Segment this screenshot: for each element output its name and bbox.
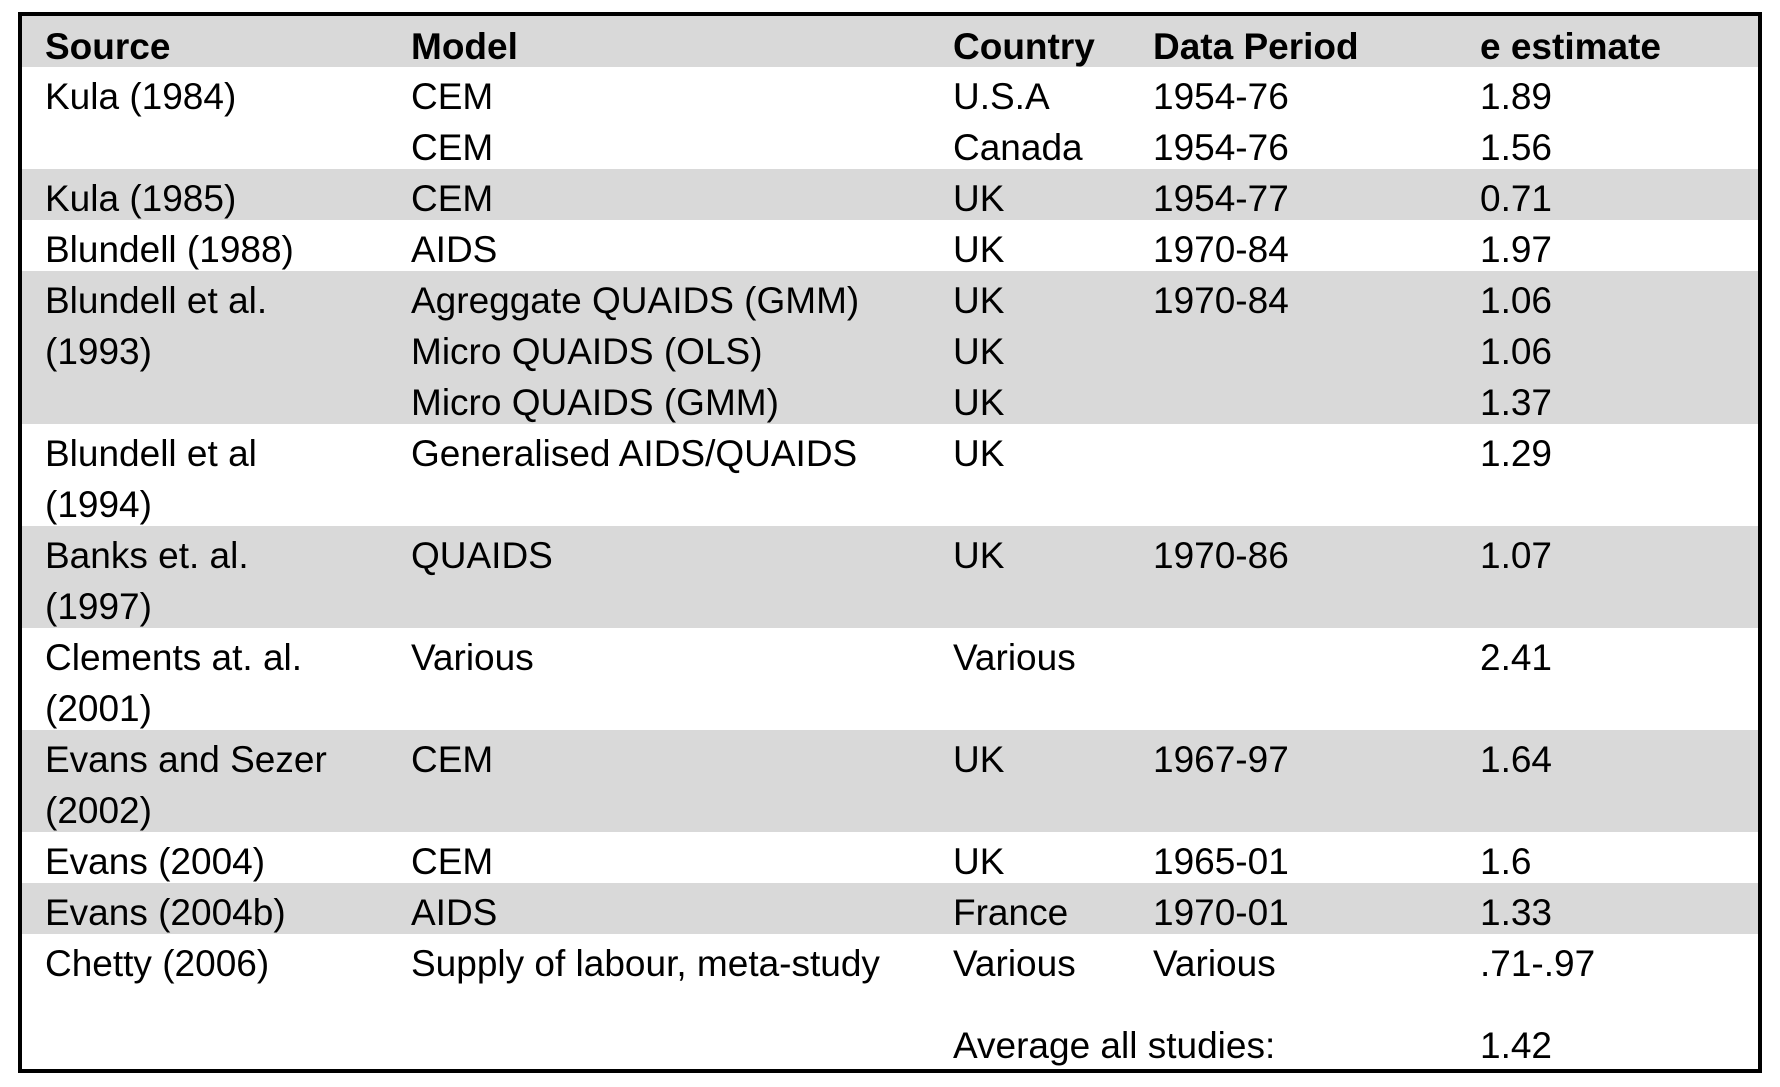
e-estimate-cell: 0.71 (1480, 178, 1553, 219)
source-cell: Kula (1984) (45, 76, 237, 117)
e-estimate-cell: 1.64 (1480, 739, 1553, 780)
model-cell: CEM (411, 841, 494, 882)
model-cell: AIDS (411, 229, 498, 270)
model-cell: Agreggate QUAIDS (GMM) (411, 280, 860, 321)
shaded-band (22, 16, 1758, 67)
source-cell: Clements at. al. (45, 637, 303, 678)
country-cell: France (953, 892, 1069, 933)
source-cell: (2002) (45, 790, 152, 831)
shaded-band (22, 271, 1758, 424)
e-estimate-cell: 1.37 (1480, 382, 1553, 423)
source-cell: Banks et. al. (45, 535, 249, 576)
data-period-cell: 1954-77 (1153, 178, 1289, 219)
country-cell: UK (953, 535, 1005, 576)
model-cell: Micro QUAIDS (OLS) (411, 331, 763, 372)
model-cell: CEM (411, 178, 494, 219)
country-cell: U.S.A (953, 76, 1050, 117)
data-period-cell: 1970-84 (1153, 229, 1289, 270)
source-cell: Evans and Sezer (45, 739, 327, 780)
e-estimate-cell: 1.56 (1480, 127, 1553, 168)
source-cell: Blundell (1988) (45, 229, 294, 270)
e-estimate-cell: 1.89 (1480, 76, 1553, 117)
shaded-band (22, 169, 1758, 220)
e-estimate-cell: 2.41 (1480, 637, 1553, 678)
source-cell: (1993) (45, 331, 152, 372)
country-cell: UK (953, 739, 1005, 780)
country-cell: UK (953, 331, 1005, 372)
source-cell: (2001) (45, 688, 152, 729)
country-cell: UK (953, 178, 1005, 219)
e-estimate-cell: 1.97 (1480, 229, 1553, 270)
data-period-cell: 1954-76 (1153, 127, 1289, 168)
shaded-band (22, 526, 1758, 628)
e-estimate-cell: 1.07 (1480, 535, 1553, 576)
shaded-band (22, 883, 1758, 934)
source-cell: Kula (1985) (45, 178, 237, 219)
country-cell: Various (953, 637, 1076, 678)
data-period-cell: 1965-01 (1153, 841, 1289, 882)
e-estimate-cell: 1.06 (1480, 280, 1553, 321)
country-cell: UK (953, 433, 1005, 474)
average-label: Average all studies: (953, 1025, 1276, 1066)
header-e-estimate: e estimate (1480, 26, 1661, 67)
model-cell: CEM (411, 739, 494, 780)
estimates-table: Source Model Country Data Period e estim… (18, 12, 1762, 1073)
model-cell: Generalised AIDS/QUAIDS (411, 433, 858, 474)
header-source: Source (45, 26, 171, 67)
e-estimate-cell: 1.6 (1480, 841, 1532, 882)
model-cell: QUAIDS (411, 535, 553, 576)
model-cell: CEM (411, 127, 494, 168)
data-period-cell: Various (1153, 943, 1276, 984)
data-period-cell: 1967-97 (1153, 739, 1289, 780)
country-cell: UK (953, 280, 1005, 321)
e-estimate-cell: .71-.97 (1480, 943, 1596, 984)
header-model: Model (411, 26, 518, 67)
country-cell: UK (953, 229, 1005, 270)
model-cell: CEM (411, 76, 494, 117)
data-period-cell: 1970-84 (1153, 280, 1289, 321)
e-estimate-cell: 1.06 (1480, 331, 1553, 372)
country-cell: UK (953, 382, 1005, 423)
country-cell: UK (953, 841, 1005, 882)
header-country: Country (953, 26, 1095, 67)
e-estimate-cell: 1.33 (1480, 892, 1553, 933)
country-cell: Canada (953, 127, 1083, 168)
country-cell: Various (953, 943, 1076, 984)
data-period-cell: 1954-76 (1153, 76, 1289, 117)
source-cell: (1997) (45, 586, 152, 627)
data-period-cell: 1970-01 (1153, 892, 1289, 933)
source-cell: Chetty (2006) (45, 943, 270, 984)
model-cell: Micro QUAIDS (GMM) (411, 382, 779, 423)
source-cell: Evans (2004b) (45, 892, 286, 933)
source-cell: Evans (2004) (45, 841, 266, 882)
source-cell: (1994) (45, 484, 152, 525)
source-cell: Blundell et al (45, 433, 257, 474)
average-value: 1.42 (1480, 1025, 1553, 1066)
model-cell: Various (411, 637, 534, 678)
model-cell: AIDS (411, 892, 498, 933)
data-period-cell: 1970-86 (1153, 535, 1289, 576)
model-cell: Supply of labour, meta-study (411, 943, 880, 984)
header-data-period: Data Period (1153, 26, 1359, 67)
source-cell: Blundell et al. (45, 280, 268, 321)
e-estimate-cell: 1.29 (1480, 433, 1553, 474)
shaded-band (22, 730, 1758, 832)
